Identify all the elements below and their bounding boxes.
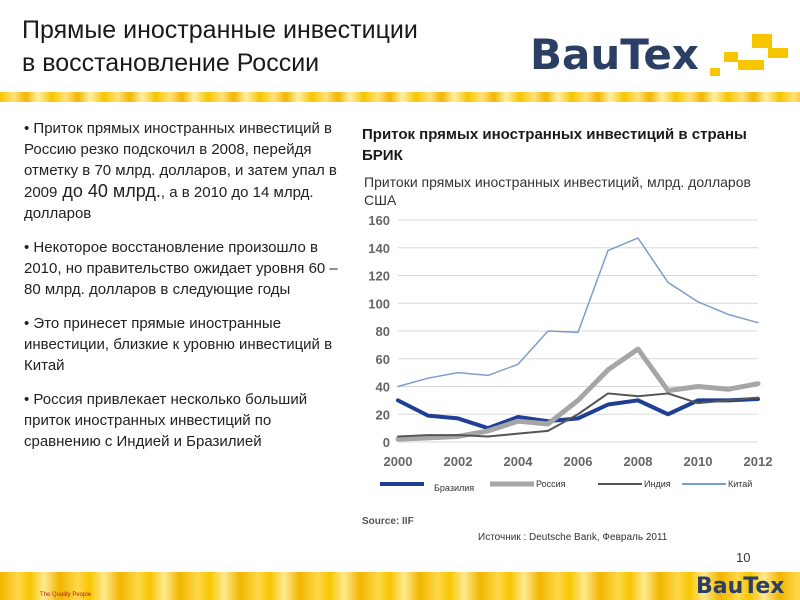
y-tick-label: 120 (368, 269, 390, 284)
y-tick-label: 160 (368, 213, 390, 228)
tagline: The Quality People (40, 592, 92, 598)
bullet-1-part3: , а в 2010 до 14 млрд. долларов (24, 184, 314, 222)
bullet-list: • Приток прямых иностранных инвестиций в… (24, 118, 344, 465)
y-tick-label: 20 (376, 407, 390, 422)
header-stripe (0, 92, 800, 102)
legend-label-1: Бразилия (434, 483, 474, 493)
y-tick-label: 140 (368, 241, 390, 256)
x-tick-label: 2000 (384, 454, 413, 469)
series-line-3 (397, 392, 759, 438)
bullet-2: • Некоторое восстановление произошло в 2… (24, 239, 338, 298)
series-line-1 (396, 396, 760, 431)
title-line-1: Прямые иностранные инвестиции (22, 16, 418, 44)
y-tick-label: 0 (383, 435, 390, 450)
x-tick-label: 2006 (564, 454, 593, 469)
page-number: 10 (736, 550, 751, 565)
footer-band (0, 572, 800, 600)
chart-source: Source: IIF (362, 516, 414, 527)
footer-logo: BauTex (696, 574, 785, 599)
x-tick-label: 2004 (504, 454, 534, 469)
bautex-logo: BauTex (530, 30, 699, 79)
bullet-4: • Россия привлекает несколько больший пр… (24, 391, 308, 450)
bullet-1: • Приток прямых иностранных инвестиций в… (24, 118, 344, 224)
bullet-1-part2: до 40 млрд. (57, 181, 161, 201)
y-tick-label: 60 (376, 352, 390, 367)
legend-label-3: Индия (644, 479, 671, 489)
logo-squares-icon (710, 34, 788, 76)
x-tick-label: 2010 (684, 454, 713, 469)
chart-subtitle: Притоки прямых иностранных инвестиций, м… (364, 174, 751, 208)
y-tick-label: 40 (376, 380, 390, 395)
bullet-3: • Это принесет прямые иностранные инвест… (24, 315, 333, 374)
x-tick-label: 2008 (624, 454, 653, 469)
bullet-1-part1: • Приток прямых иностранных инвестиций в… (24, 120, 337, 201)
x-tick-label: 2002 (444, 454, 473, 469)
source-note: Источник : Deutsche Bank, Февраль 2011 (478, 532, 668, 543)
legend-label-2: Россия (536, 479, 566, 489)
fdi-line-chart: 0 20 40 60 80 100 120 140 160 2000 2002 2004 2006 200… (368, 213, 773, 493)
slide-title: Прямые иностранные инвестиции в восстано… (22, 14, 502, 80)
title-line-2: в восстановление России (22, 49, 320, 77)
y-tick-label: 80 (376, 324, 390, 339)
legend-label-4: Китай (728, 479, 752, 489)
x-tick-label: 2012 (744, 454, 773, 469)
chart-title: Приток прямых иностранных инвестиций в с… (362, 126, 747, 164)
y-tick-label: 100 (368, 296, 390, 311)
series-line-2 (395, 346, 761, 442)
series-line-4 (397, 237, 759, 388)
